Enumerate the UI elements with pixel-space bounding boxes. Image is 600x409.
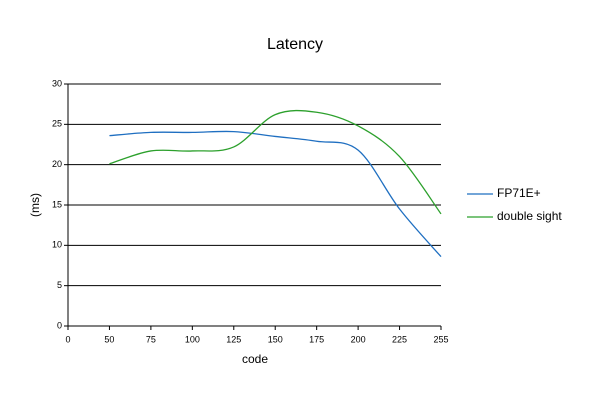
x-tick-label: 200 (351, 334, 366, 344)
x-tick-label: 225 (392, 334, 407, 344)
series-line (109, 130, 442, 258)
x-tick-label: 100 (185, 334, 200, 344)
x-tick-label: 175 (309, 334, 324, 344)
y-tick-label: 30 (52, 78, 62, 88)
x-tick-label: 255 (433, 334, 448, 344)
y-axis-title: (ms) (28, 193, 42, 217)
x-axis-title: code (242, 352, 268, 366)
y-tick-label: 25 (52, 119, 62, 129)
series-line (109, 109, 442, 215)
x-tick-label: 150 (268, 334, 283, 344)
legend-label: double sight (497, 209, 562, 223)
y-tick-label: 15 (52, 199, 62, 209)
chart-title: Latency (267, 36, 323, 53)
x-tick-label: 50 (104, 334, 114, 344)
x-tick-label: 75 (146, 334, 156, 344)
x-tick-label: 125 (226, 334, 241, 344)
y-tick-label: 5 (57, 280, 62, 290)
x-tick-label: 0 (65, 334, 70, 344)
y-tick-label: 0 (57, 320, 62, 330)
legend-label: FP71E+ (497, 186, 541, 200)
y-tick-label: 10 (52, 240, 62, 250)
y-tick-label: 20 (52, 159, 62, 169)
